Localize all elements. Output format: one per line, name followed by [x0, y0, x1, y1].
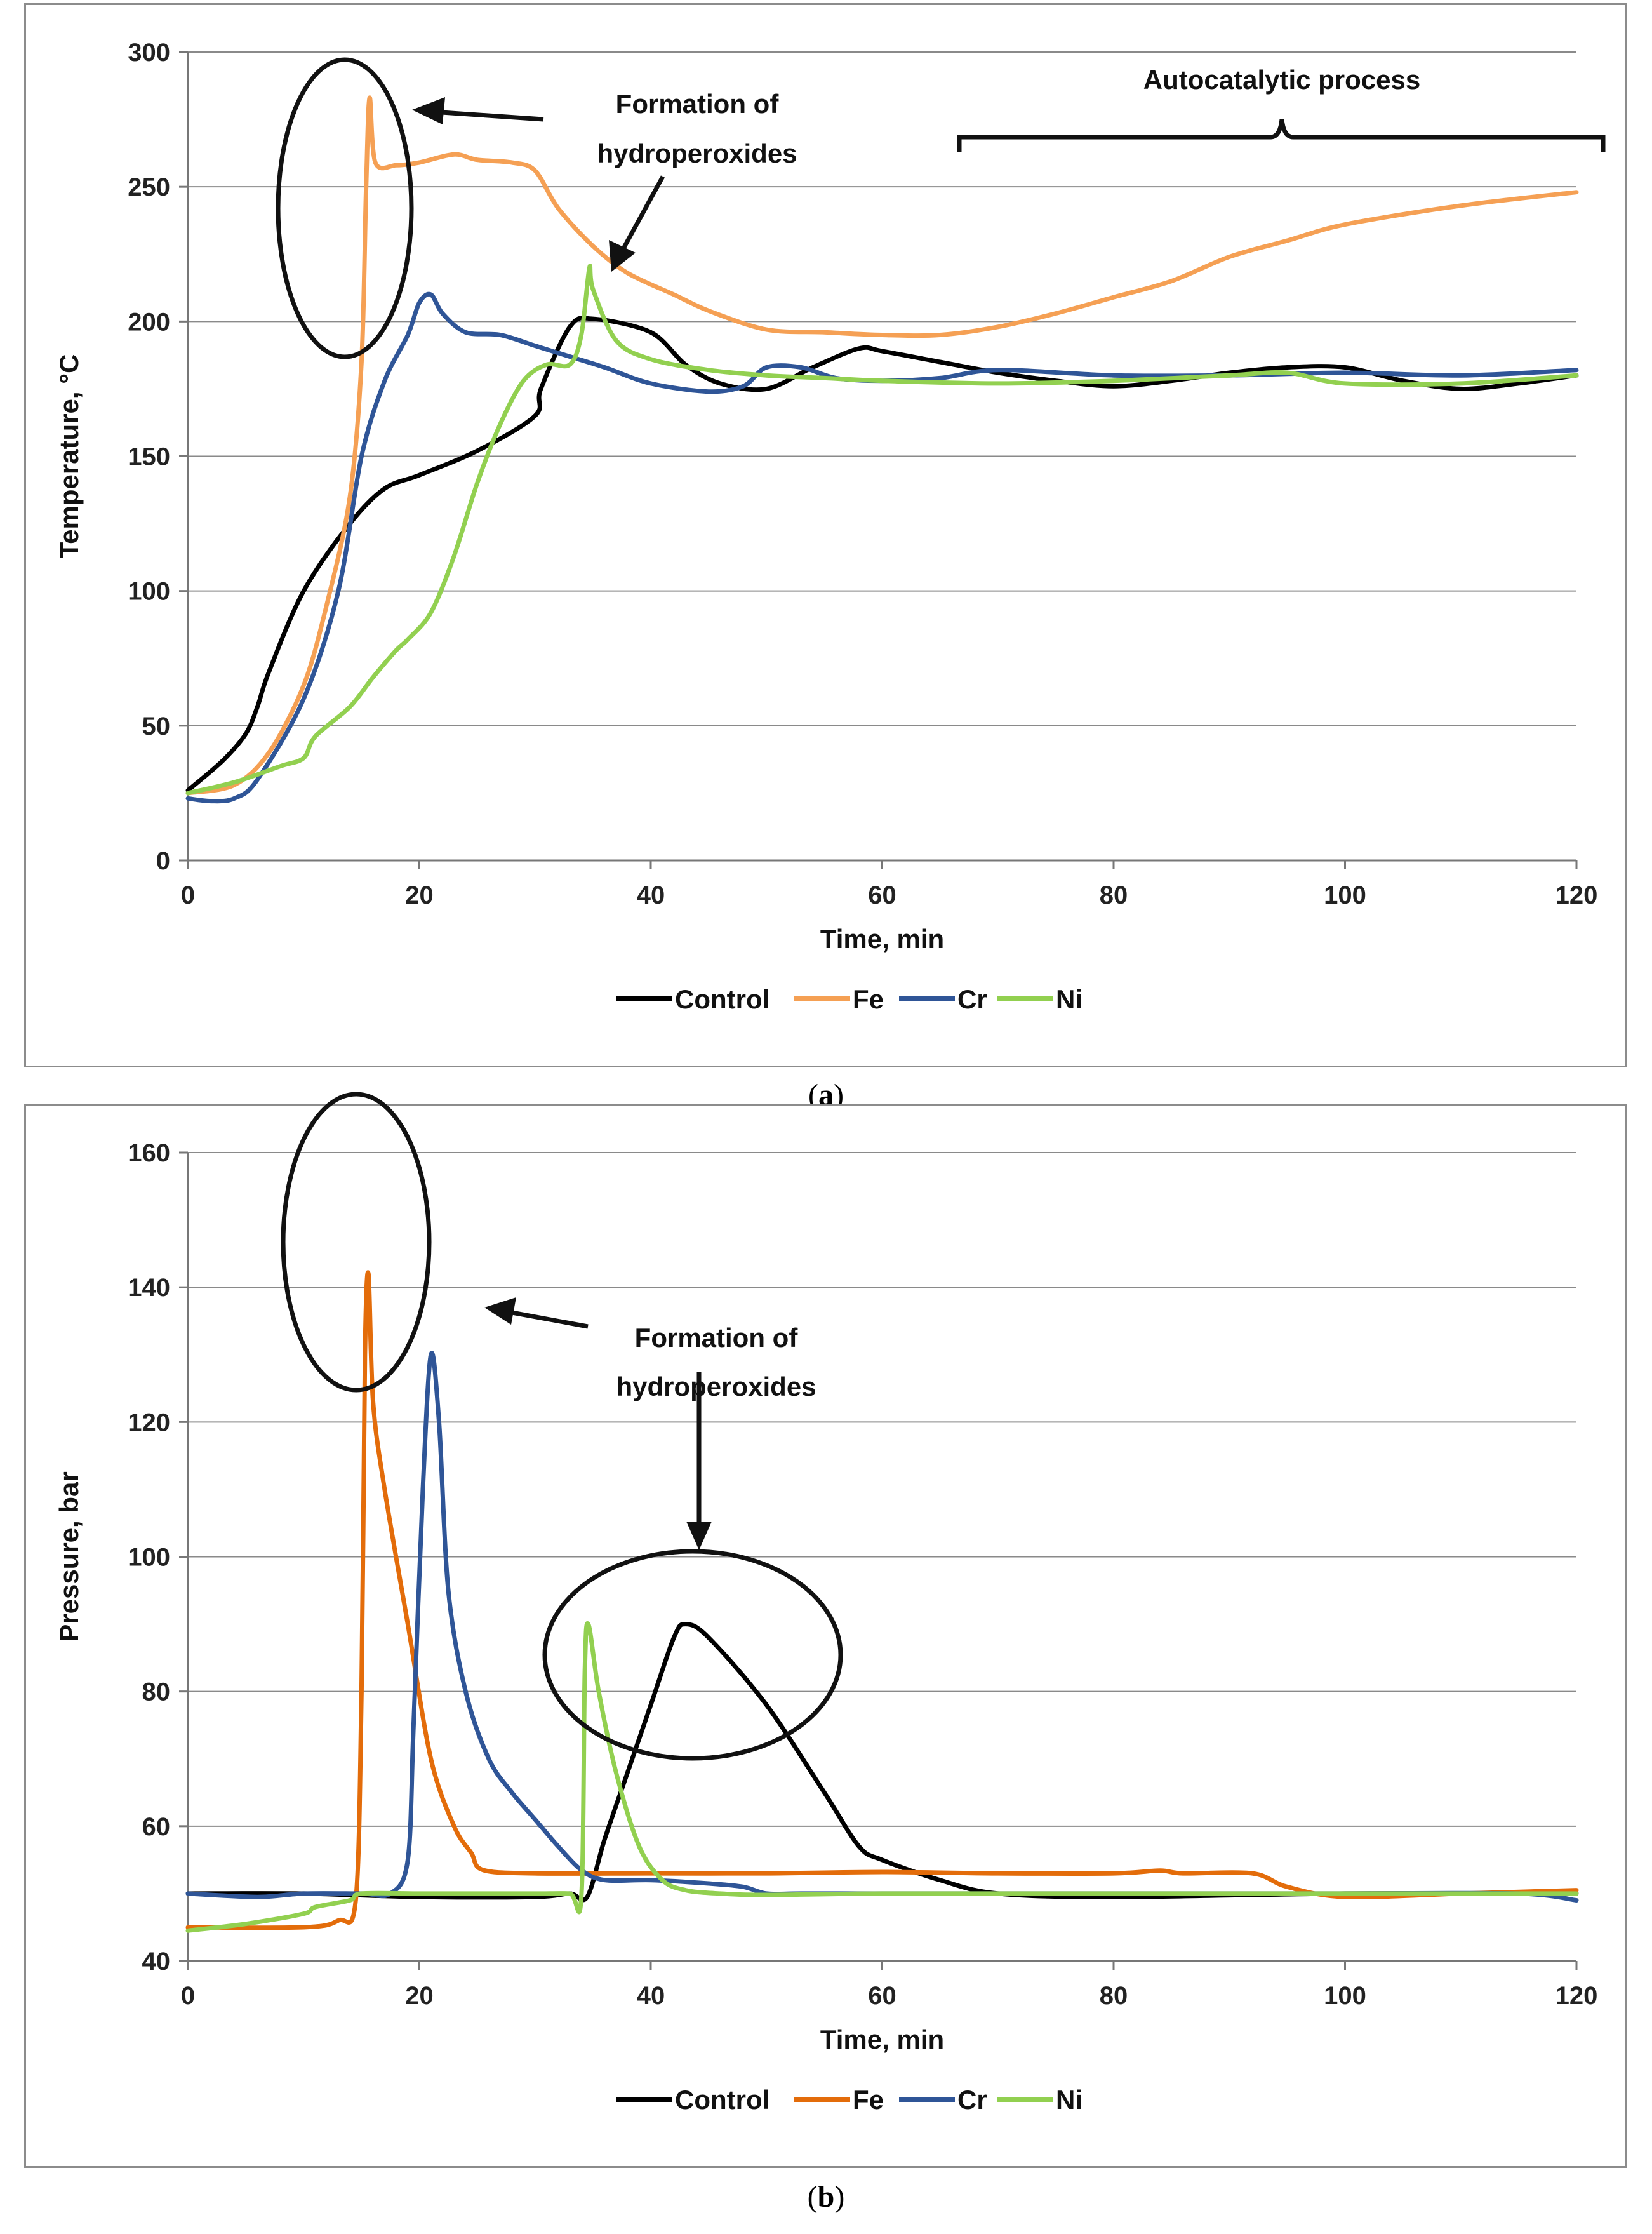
annotation-ellipse [281, 1092, 432, 1393]
y-tick-label: 160 [128, 1139, 170, 1167]
x-tick-label: 100 [1324, 881, 1366, 909]
x-tick-label: 100 [1324, 1982, 1366, 2010]
series-line-cr [185, 291, 1579, 804]
x-tick-label: 120 [1555, 881, 1598, 909]
series-line-fe [185, 1270, 1579, 1930]
chart-panel-b: 40 60 80 100 120 140 160 0 20 40 60 80 100 120 Time, m… [24, 1092, 1627, 2168]
annotation-ellipse [542, 1549, 843, 1761]
y-tick-label: 300 [128, 39, 170, 67]
x-tick-label: 80 [1100, 1982, 1128, 2010]
y-tick-label: 100 [128, 1544, 170, 1572]
pressure-chart: 40 60 80 100 120 140 160 0 20 40 60 80 100 120 Time, m… [54, 1092, 1598, 2115]
x-tick-label: 0 [181, 1982, 195, 2010]
x-tick-label: 20 [405, 1982, 434, 2010]
y-tick-label: 40 [142, 1948, 171, 1976]
chart-panel-a: 0 50 100 150 200 250 300 0 20 40 60 80 100 120 Time, m… [24, 3, 1627, 1067]
y-tick-label: 60 [142, 1813, 171, 1841]
annotation-arrowhead [412, 97, 445, 124]
series-line-cr [185, 1351, 1579, 1903]
y-axis-label: Pressure, bar [54, 1471, 84, 1642]
x-tick-label: 60 [868, 1982, 896, 2010]
caption-b-letter: b [817, 2180, 835, 2214]
x-tick-label: 40 [637, 881, 665, 909]
annotation-arrow-line [432, 109, 544, 122]
y-tick-label: 250 [128, 173, 170, 201]
caption-b: (b) [807, 2180, 845, 2214]
x-tick-label: 80 [1100, 881, 1128, 909]
x-axis-label: Time, min [820, 2024, 944, 2054]
x-tick-label: 20 [405, 881, 434, 909]
x-axis-label: Time, min [820, 924, 944, 954]
legend-label-fe: Fe [853, 984, 884, 1014]
annotations: Formation of hydroperoxides Autocatalytic … [276, 57, 1606, 359]
annotation-text: hydroperoxides [597, 138, 797, 168]
legend-label-cr: Cr [957, 2085, 987, 2115]
annotation-ellipse [276, 57, 414, 359]
legend-label-fe: Fe [853, 2085, 884, 2115]
annotation-arrow-line [508, 1309, 589, 1329]
y-tick-label: 80 [142, 1678, 171, 1706]
annotation-text: Autocatalytic process [1143, 65, 1421, 95]
legend-label-control: Control [675, 2085, 769, 2115]
annotation-text: Formation of [616, 89, 780, 119]
annotation-brace [957, 119, 1606, 152]
annotations: Formation of hydroperoxides [281, 1092, 843, 1761]
y-tick-label: 100 [128, 578, 170, 606]
x-tick-label: 120 [1555, 1982, 1598, 2010]
y-tick-label: 140 [128, 1274, 170, 1302]
legend-label-cr: Cr [957, 984, 987, 1014]
y-axis-label: Temperature, °C [54, 354, 84, 559]
series-line-ni [185, 1621, 1579, 1933]
annotation-text: hydroperoxides [616, 1372, 816, 1401]
y-tick-label: 120 [128, 1408, 170, 1436]
y-tick-label: 50 [142, 712, 171, 740]
y-tick-label: 150 [128, 443, 170, 471]
x-tick-label: 40 [637, 1982, 665, 2010]
series-line-control [185, 1622, 1579, 1903]
series-line-ni [185, 264, 1579, 796]
series-line-fe [185, 95, 1579, 796]
temperature-chart: 0 50 100 150 200 250 300 0 20 40 60 80 100 120 Time, m… [54, 39, 1606, 1014]
y-tick-label: 0 [156, 847, 170, 875]
legend-label-control: Control [675, 984, 769, 1014]
y-tick-label: 200 [128, 308, 170, 336]
series-line-control [185, 316, 1579, 793]
legend-label-ni: Ni [1056, 984, 1082, 1014]
annotation-text: Formation of [635, 1323, 799, 1353]
annotation-arrowhead [686, 1522, 712, 1550]
annotation-arrow-line [620, 175, 665, 251]
annotation-arrowhead [609, 240, 636, 272]
x-tick-label: 0 [181, 881, 195, 909]
x-tick-label: 60 [868, 881, 896, 909]
legend-label-ni: Ni [1056, 2085, 1082, 2115]
annotation-arrowhead [484, 1297, 516, 1325]
